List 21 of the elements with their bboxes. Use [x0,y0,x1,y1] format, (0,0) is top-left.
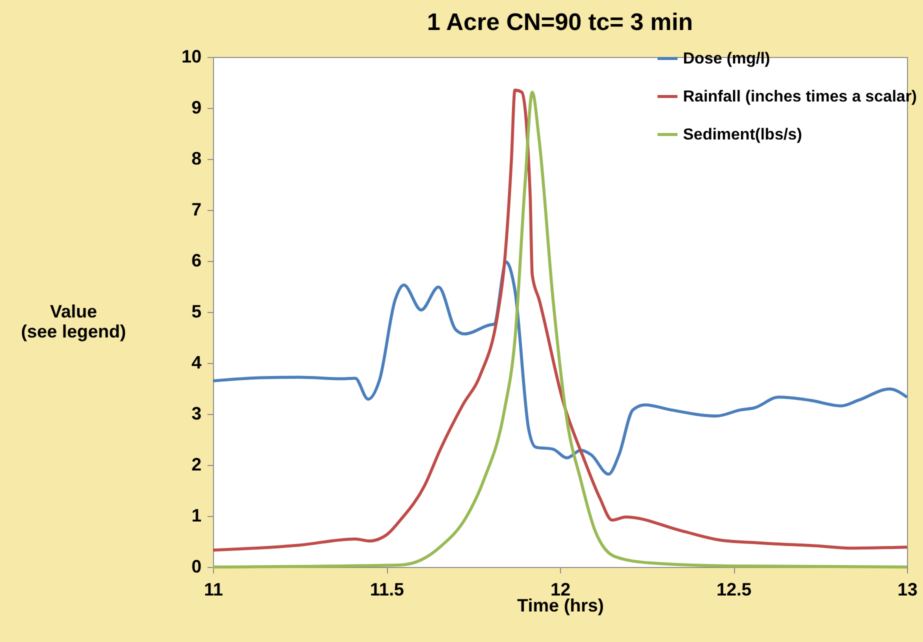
y-tick-label: 0 [191,556,202,576]
x-tick-label: 11.5 [370,580,404,600]
y-tick-label: 9 [191,98,202,118]
x-tick-label: 12.5 [716,580,752,600]
legend-label: Rainfall (inches times a scalar) [683,88,917,106]
y-tick-label: 5 [191,302,202,322]
y-axis-title: Value (see legend) [20,302,126,342]
y-tick-label: 4 [191,352,202,372]
y-tick-label: 8 [191,148,202,168]
chart-title: 1 Acre CN=90 tc= 3 min [427,9,693,36]
y-tick-label: 7 [191,200,202,220]
x-tick-label: 13 [897,580,918,600]
y-tick-label: 1 [191,506,202,526]
x-tick-label: 11 [204,580,224,600]
y-tick-label: 3 [191,404,202,424]
y-tick-label: 6 [191,250,202,270]
y-tick-label: 10 [181,46,202,66]
line-series [212,260,908,476]
y-tick-label: 2 [191,454,202,474]
legend-label: Dose (mg/l) [683,50,770,68]
legend-label: Sediment(lbs/s) [683,126,802,144]
